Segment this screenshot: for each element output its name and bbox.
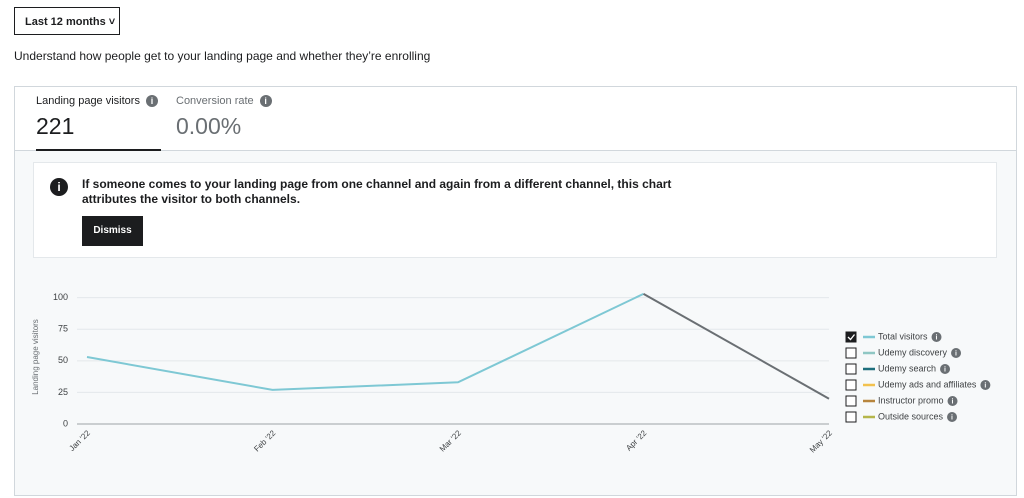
info-glyph: i bbox=[955, 350, 957, 357]
check-mark bbox=[847, 334, 856, 341]
notice: i If someone comes to your landing page … bbox=[33, 162, 997, 258]
info-glyph: i bbox=[984, 382, 986, 389]
legend-checkbox bbox=[845, 411, 857, 423]
tabs: Landing page visitors i 221 Conversion ra… bbox=[15, 87, 1016, 151]
tab-label: Conversion rate bbox=[176, 95, 254, 107]
legend-checkbox bbox=[845, 363, 857, 375]
y-tick-label: 75 bbox=[58, 324, 68, 334]
y-axis-label: Landing page visitors bbox=[31, 319, 40, 395]
x-tick-label: Mar '22 bbox=[438, 428, 463, 453]
description: Understand how people get to your landin… bbox=[14, 49, 431, 63]
y-tick-label: 25 bbox=[58, 387, 68, 397]
info-icon bbox=[951, 348, 962, 358]
info-glyph: i bbox=[936, 334, 938, 341]
x-tick-label: Apr '22 bbox=[624, 428, 649, 453]
card: Landing page visitors i 221 Conversion ra… bbox=[14, 86, 1017, 496]
tab-value: 0.00% bbox=[176, 113, 242, 140]
filter-label: Last 12 months bbox=[25, 16, 106, 28]
info-icon bbox=[947, 412, 958, 422]
info-icon bbox=[940, 364, 951, 374]
tab[interactable]: Landing page visitors i 221 bbox=[36, 95, 161, 151]
info-glyph: i bbox=[951, 414, 953, 421]
info-glyph: i bbox=[944, 366, 946, 373]
y-tick-label: 100 bbox=[53, 292, 68, 302]
tab[interactable]: Conversion rate i 0.00% bbox=[176, 95, 272, 140]
x-tick-label: Jan '22 bbox=[67, 428, 92, 453]
legend-label: Udemy search bbox=[878, 363, 936, 373]
info-icon bbox=[931, 332, 942, 342]
x-tick-label: Feb '22 bbox=[252, 428, 277, 453]
legend-checkbox bbox=[845, 347, 857, 359]
info-icon: i bbox=[145, 95, 158, 108]
info-icon bbox=[947, 396, 958, 406]
info-icon: i bbox=[259, 95, 272, 108]
legend-label: Total visitors bbox=[878, 331, 928, 341]
x-tick-label: May '22 bbox=[808, 428, 834, 454]
y-tick-label: 0 bbox=[63, 418, 68, 428]
tab-value: 221 bbox=[36, 113, 75, 140]
info-glyph: i bbox=[952, 398, 954, 405]
legend-checkbox bbox=[845, 379, 857, 391]
series-line bbox=[643, 292, 830, 400]
legend-checkbox bbox=[845, 331, 857, 343]
dismiss-button[interactable]: Dismiss bbox=[82, 216, 143, 246]
tab-label: Landing page visitors bbox=[36, 95, 140, 107]
legend-checkbox bbox=[845, 395, 857, 407]
series-line bbox=[86, 292, 644, 391]
legend-label: Udemy ads and affiliates bbox=[878, 379, 977, 389]
notice-text: If someone comes to your landing page fr… bbox=[82, 177, 672, 206]
notice-icon: i bbox=[50, 178, 68, 196]
info-icon bbox=[980, 380, 991, 390]
legend-label: Instructor promo bbox=[878, 395, 944, 405]
legend-label: Udemy discovery bbox=[878, 347, 948, 357]
y-tick-label: 50 bbox=[58, 355, 68, 365]
legend-label: Outside sources bbox=[878, 411, 944, 421]
date-filter[interactable]: Last 12 months ˅ bbox=[14, 7, 120, 35]
chart: Landing page visitors 0 25 50 75 100 Jan '22 F… bbox=[31, 292, 991, 455]
